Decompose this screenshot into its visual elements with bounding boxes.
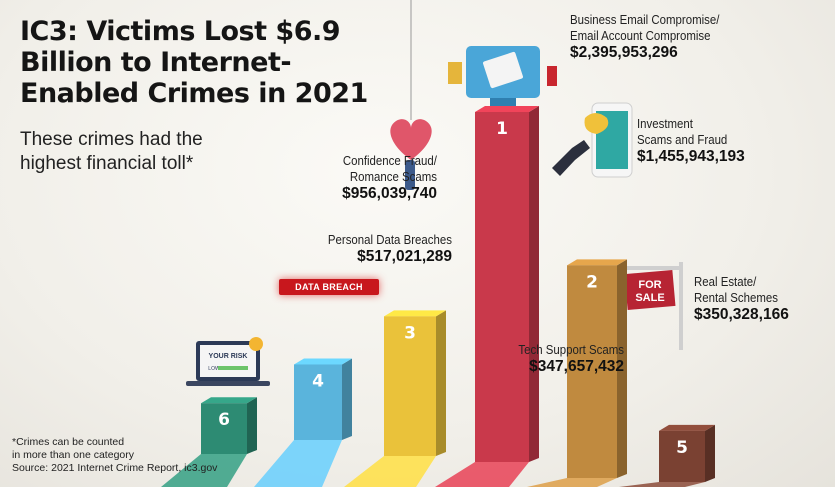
bar-2: 2 <box>567 259 627 478</box>
floor-stripe <box>527 478 617 487</box>
risk-meter <box>218 366 248 370</box>
bar-1: 1 <box>475 106 539 462</box>
category-label-1: Business Email Compromise/Email Account … <box>570 12 740 62</box>
for-sale-sign-icon <box>624 269 676 311</box>
bar-top <box>475 106 539 112</box>
bar-front <box>475 112 529 462</box>
category-name-line: Email Account Compromise <box>570 28 711 43</box>
fishing-hook-left-icon <box>448 62 462 84</box>
email-envelope-icon <box>483 51 523 89</box>
heart-icon <box>390 119 432 160</box>
data-breach-badge: DATA BREACH <box>279 279 379 295</box>
category-name-line: Real Estate/ <box>694 274 757 289</box>
bar-rank-label: 3 <box>404 323 416 343</box>
bar-side <box>617 259 627 478</box>
floor-stripe <box>254 440 342 487</box>
bar-side <box>342 358 352 440</box>
money-bag-icon <box>584 113 609 134</box>
category-label-6: Tech Support Scams $347,657,432 <box>504 342 624 376</box>
your-risk-text: YOUR RISK <box>209 353 248 360</box>
footnote-line2: in more than one category <box>12 449 134 461</box>
bar-3: 3 <box>384 310 446 456</box>
laptop-base <box>186 381 270 386</box>
chart-subtitle: These crimes had the highest financial t… <box>20 129 203 174</box>
category-label-2: Investment Scams and Fraud $1,455,943,193 <box>637 116 745 166</box>
romance-figure <box>405 160 415 190</box>
floor-stripe <box>344 456 436 487</box>
bar-side <box>529 106 539 462</box>
bar-front <box>567 265 617 478</box>
bar-6: 6 <box>201 397 257 454</box>
category-name-line: Personal Data Breaches <box>327 232 452 247</box>
bar-rank-label: 1 <box>496 119 508 139</box>
for-sale-line2: SALE <box>635 292 664 304</box>
footnote-line1: *Crimes can be counted <box>12 436 125 448</box>
category-value: $517,021,289 <box>357 248 452 265</box>
for-sale-line1: FOR <box>638 279 661 291</box>
bar-5: 5 <box>659 424 715 482</box>
bar-front <box>294 364 342 440</box>
category-name-line: Confidence Fraud/ <box>342 153 437 168</box>
bar-front <box>201 403 247 454</box>
source-text: Source: 2021 Internet Crime Report, ic3.… <box>12 462 218 474</box>
laptop-screen <box>200 345 256 377</box>
decorations: FOR SALE YOUR RISK LOW <box>186 0 683 386</box>
bars: 6 4 3 1 2 5 <box>201 106 715 482</box>
category-value: $956,039,740 <box>342 185 437 202</box>
risk-low-text: LOW <box>208 366 220 372</box>
category-name-line: Investment <box>637 116 693 131</box>
category-name-line: Rental Schemes <box>694 290 778 305</box>
investor-figure-icon <box>552 140 590 176</box>
bar-side <box>705 424 715 482</box>
category-value: $1,455,943,193 <box>637 148 745 165</box>
category-name-line: Business Email Compromise/ <box>570 12 720 27</box>
bar-side <box>247 397 257 454</box>
category-value: $2,395,953,296 <box>570 44 678 61</box>
bar-side <box>436 310 446 456</box>
category-value: $347,657,432 <box>529 358 624 375</box>
shield-badge-icon <box>249 337 263 351</box>
bar-top <box>294 358 352 365</box>
category-label-3: Confidence Fraud/Romance Scams $956,039,7… <box>330 153 437 203</box>
category-name-line: Romance Scams <box>349 169 437 184</box>
sign-arm <box>624 266 682 270</box>
category-value: $350,328,166 <box>694 306 789 323</box>
bar-top <box>201 397 257 404</box>
bar-rank-label: 5 <box>676 438 688 458</box>
floor-stripes <box>161 440 705 487</box>
bar-rank-label: 6 <box>218 410 230 430</box>
floor-stripe <box>435 462 529 487</box>
bar-rank-label: 2 <box>586 272 598 292</box>
bar-4: 4 <box>294 358 352 440</box>
category-label-5: Real Estate/Rental Schemes $350,328,166 <box>694 274 789 324</box>
category-label-4: Personal Data Breaches $517,021,289 <box>311 232 452 266</box>
bar-front <box>659 430 705 482</box>
category-name-line: Scams and Fraud <box>637 132 728 147</box>
category-name-line: Tech Support Scams <box>518 342 624 357</box>
bar-rank-label: 4 <box>312 371 324 391</box>
footnote: *Crimes can be counted in more than one … <box>12 436 217 475</box>
chart-title: IC3: Victims Lost $6.9 Billion to Intern… <box>20 16 368 109</box>
sign-post <box>679 262 683 350</box>
bar-top <box>659 424 715 431</box>
floor-stripe <box>161 454 247 487</box>
bar-front <box>384 316 436 456</box>
floor-stripe <box>619 482 705 487</box>
bar-top <box>567 259 627 266</box>
fishing-hook-right-icon <box>547 66 557 86</box>
bar-top <box>384 310 446 317</box>
